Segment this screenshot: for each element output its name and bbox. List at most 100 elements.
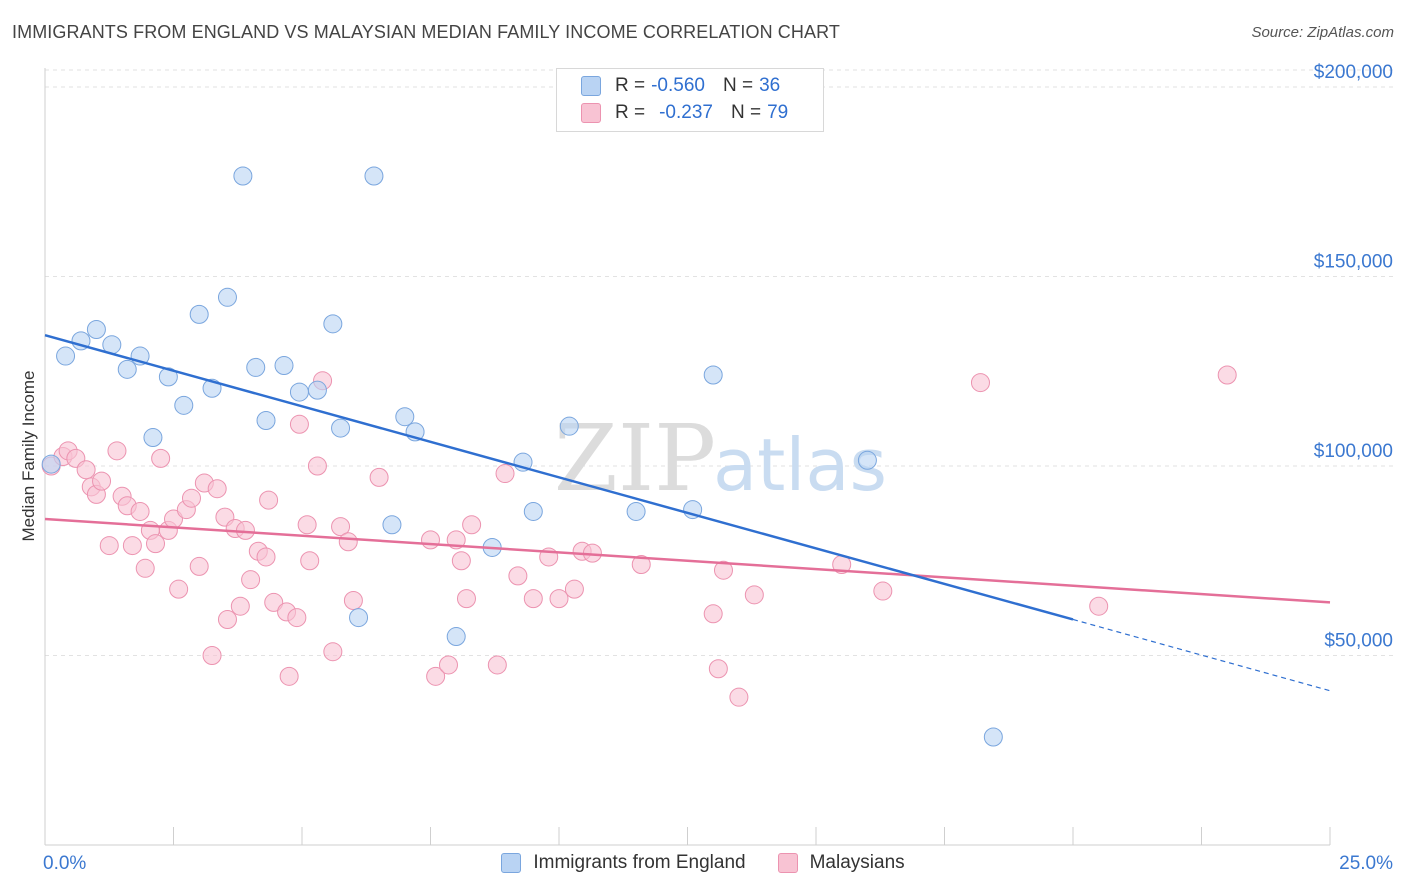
point-england bbox=[233, 166, 253, 186]
point-malaysians bbox=[564, 579, 584, 599]
point-england bbox=[86, 320, 106, 340]
point-malaysians bbox=[181, 488, 201, 508]
legend-label-malaysians: Malaysians bbox=[809, 852, 905, 873]
trend-line-england bbox=[44, 334, 1074, 621]
legend-swatch-pink bbox=[777, 853, 798, 873]
point-malaysians bbox=[135, 558, 155, 578]
point-malaysians bbox=[76, 460, 96, 480]
point-malaysians bbox=[744, 585, 764, 605]
point-malaysians bbox=[713, 560, 733, 580]
point-england bbox=[382, 515, 402, 535]
point-malaysians bbox=[92, 471, 112, 491]
legend-swatch-blue bbox=[501, 853, 522, 873]
point-malaysians bbox=[230, 596, 250, 616]
point-england bbox=[289, 382, 309, 402]
point-england bbox=[158, 367, 178, 387]
point-malaysians bbox=[99, 536, 119, 556]
point-malaysians bbox=[307, 456, 327, 476]
legend-n-value: 79 bbox=[767, 102, 789, 123]
point-malaysians bbox=[287, 608, 307, 628]
point-malaysians bbox=[169, 579, 189, 599]
trend-lines bbox=[44, 334, 1331, 692]
y-tick-label: $150,000 bbox=[1314, 251, 1393, 272]
legend-label-england: Immigrants from England bbox=[533, 852, 746, 873]
watermark: ZIP atlas bbox=[554, 405, 887, 512]
legend-swatch-pink bbox=[581, 103, 601, 123]
legend-r-label: R = bbox=[615, 102, 646, 123]
point-malaysians bbox=[130, 501, 150, 521]
legend-item-england: Immigrants from England bbox=[501, 852, 746, 874]
legend-n-value: 36 bbox=[759, 75, 781, 96]
legend-r-value: -0.560 bbox=[651, 75, 705, 96]
point-malaysians bbox=[331, 517, 351, 537]
watermark-atlas: atlas bbox=[713, 423, 887, 507]
point-england bbox=[56, 346, 76, 366]
point-england bbox=[626, 501, 646, 521]
y-axis-label: Median Family Income bbox=[19, 370, 38, 542]
point-malaysians bbox=[256, 547, 276, 567]
point-malaysians bbox=[729, 687, 749, 707]
point-england bbox=[323, 314, 343, 334]
point-malaysians bbox=[264, 592, 284, 612]
legend-item-malaysians: Malaysians bbox=[777, 852, 905, 874]
point-england bbox=[117, 359, 137, 379]
point-england bbox=[217, 287, 237, 307]
point-malaysians bbox=[300, 551, 320, 571]
point-england bbox=[143, 428, 163, 448]
x-tick-label-min: 0.0% bbox=[43, 853, 86, 874]
point-malaysians bbox=[708, 659, 728, 679]
point-malaysians bbox=[426, 666, 446, 686]
point-malaysians bbox=[456, 589, 476, 609]
point-england bbox=[246, 357, 266, 377]
point-england bbox=[307, 380, 327, 400]
point-malaysians bbox=[631, 555, 651, 575]
legend-n-label: N = bbox=[722, 75, 754, 96]
legend-swatch-blue bbox=[581, 76, 601, 96]
point-england bbox=[41, 454, 61, 474]
axes bbox=[44, 68, 1331, 846]
x-tick-label-max: 25.0% bbox=[1339, 853, 1393, 874]
point-england bbox=[349, 608, 369, 628]
point-england bbox=[274, 356, 294, 376]
point-malaysians bbox=[338, 532, 358, 552]
point-england bbox=[523, 501, 543, 521]
point-malaysians bbox=[421, 530, 440, 550]
legend-r-value: -0.237 bbox=[659, 102, 713, 123]
point-malaysians bbox=[323, 642, 343, 662]
point-malaysians bbox=[549, 589, 569, 609]
point-england bbox=[364, 166, 384, 186]
point-malaysians bbox=[508, 566, 528, 586]
point-england bbox=[189, 304, 209, 324]
y-tick-label: $50,000 bbox=[1324, 630, 1393, 651]
tick-labels: $50,000 $100,000 $150,000 $200,000 0.0% 25.0% bbox=[43, 62, 1393, 874]
point-england bbox=[446, 627, 466, 647]
point-malaysians bbox=[297, 515, 317, 535]
point-malaysians bbox=[289, 414, 309, 434]
point-england bbox=[983, 727, 1003, 747]
point-malaysians bbox=[462, 515, 482, 535]
point-malaysians bbox=[1089, 596, 1109, 616]
point-malaysians bbox=[438, 655, 458, 675]
point-england bbox=[331, 418, 351, 438]
point-malaysians bbox=[279, 666, 299, 686]
point-malaysians bbox=[703, 604, 723, 624]
point-england bbox=[857, 450, 877, 470]
legend-row-england: R = -0.560 N = 36 bbox=[581, 73, 780, 99]
watermark-zip: ZIP bbox=[554, 405, 716, 512]
point-malaysians bbox=[369, 467, 389, 487]
point-malaysians bbox=[873, 581, 893, 601]
point-malaysians bbox=[207, 479, 227, 499]
legend-n-label: N = bbox=[730, 102, 762, 123]
point-malaysians bbox=[189, 556, 209, 576]
point-malaysians bbox=[451, 551, 471, 571]
correlation-legend: R = -0.560 N = 36 R = -0.237 N = 79 bbox=[556, 68, 824, 132]
y-tick-label: $200,000 bbox=[1314, 62, 1393, 83]
point-malaysians bbox=[241, 570, 261, 590]
point-malaysians bbox=[259, 490, 279, 510]
chart-title: IMMIGRANTS FROM ENGLAND VS MALAYSIAN MED… bbox=[12, 22, 840, 42]
point-malaysians bbox=[151, 448, 171, 468]
point-malaysians bbox=[217, 609, 237, 629]
point-malaysians bbox=[523, 589, 543, 609]
point-malaysians bbox=[122, 536, 142, 556]
